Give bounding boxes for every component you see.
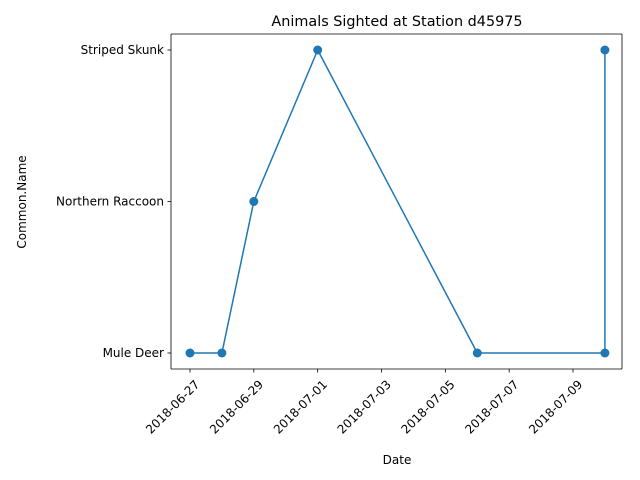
x-axis-label: Date [383, 453, 412, 467]
data-point-marker [600, 45, 610, 55]
data-point-marker [185, 348, 195, 358]
x-tick-label: 2018-06-29 [207, 377, 266, 436]
data-point-marker [472, 348, 482, 358]
x-tick-label: 2018-07-09 [526, 377, 585, 436]
chart-title: Animals Sighted at Station d45975 [271, 14, 522, 30]
x-tick-label: 2018-07-07 [462, 377, 521, 436]
data-point-marker [600, 348, 610, 358]
data-point-marker [249, 197, 259, 206]
y-axis-ticks: Mule Deer Northern Raccoon Striped Skunk [56, 43, 171, 360]
x-tick-label: 2018-07-01 [271, 377, 330, 436]
x-axis-ticks: 2018-06-27 2018-06-29 2018-07-01 2018-07-03… [143, 369, 585, 437]
y-axis-label: Common.Name [15, 155, 29, 248]
x-tick-label: 2018-07-05 [398, 377, 457, 436]
data-point-marker [217, 348, 227, 358]
x-tick-label: 2018-06-27 [143, 377, 202, 436]
y-tick-label: Striped Skunk [81, 43, 164, 57]
y-tick-label: Mule Deer [103, 346, 164, 360]
y-tick-label: Northern Raccoon [56, 195, 164, 209]
plot-area [170, 33, 623, 370]
x-tick-label: 2018-07-03 [335, 377, 394, 436]
data-point-marker [313, 45, 323, 55]
